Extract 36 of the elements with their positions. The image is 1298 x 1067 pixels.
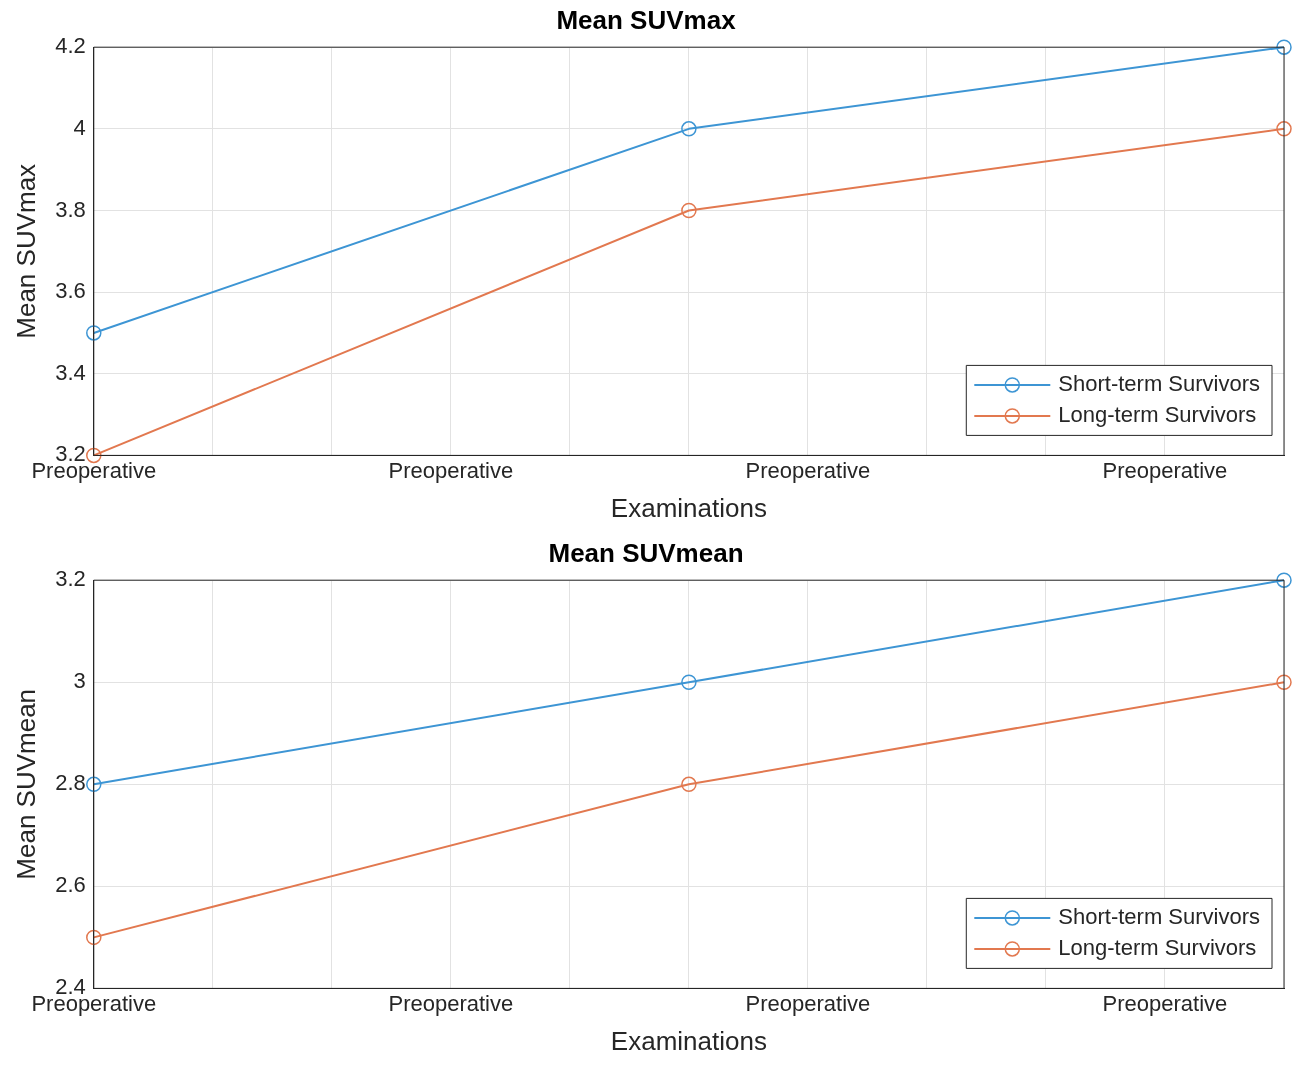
point xyxy=(681,776,697,793)
x-axis-title: Examinations xyxy=(610,492,767,523)
point xyxy=(681,202,697,219)
x-tick-label: Preoperative xyxy=(388,990,514,1016)
legend-label: Short-term Survivors xyxy=(1058,903,1261,929)
x-tick-label: Preoperative xyxy=(745,457,871,483)
point xyxy=(1276,121,1292,137)
point xyxy=(1276,39,1292,55)
y-tick-label: 4.2 xyxy=(55,33,86,59)
y-tick-label: 3.4 xyxy=(55,359,86,385)
point xyxy=(86,325,102,341)
legend-label: Long-term Survivors xyxy=(1058,934,1257,960)
y-tick-label: 3.2 xyxy=(55,566,86,592)
legend-label: Long-term Survivors xyxy=(1058,401,1257,427)
legend-label: Short-term Survivors xyxy=(1058,370,1261,396)
x-tick-label: Preoperative xyxy=(1102,990,1228,1016)
point xyxy=(681,674,697,690)
x-tick-label: Preoperative xyxy=(1102,457,1228,483)
y-tick-label: 2.8 xyxy=(55,770,86,796)
x-tick-label: Preoperative xyxy=(388,457,514,483)
point xyxy=(1276,674,1292,690)
point xyxy=(1276,572,1292,588)
y-axis-title: Mean SUVmax xyxy=(10,163,41,339)
x-tick-label: Preoperative xyxy=(745,990,871,1016)
y-axis-title: Mean SUVmean xyxy=(10,688,41,880)
chart-title: Mean SUVmean xyxy=(548,537,744,568)
point xyxy=(86,929,102,946)
y-tick-label: 4 xyxy=(73,114,86,140)
y-tick-label: 3.6 xyxy=(55,278,86,304)
point xyxy=(86,776,102,793)
y-tick-label: 3 xyxy=(73,668,86,694)
y-tick-label: 2.6 xyxy=(55,872,86,898)
point xyxy=(681,121,697,137)
y-tick-label: 3.8 xyxy=(55,196,86,222)
x-axis-title: Examinations xyxy=(610,1025,767,1056)
chart-title: Mean SUVmax xyxy=(556,4,737,35)
